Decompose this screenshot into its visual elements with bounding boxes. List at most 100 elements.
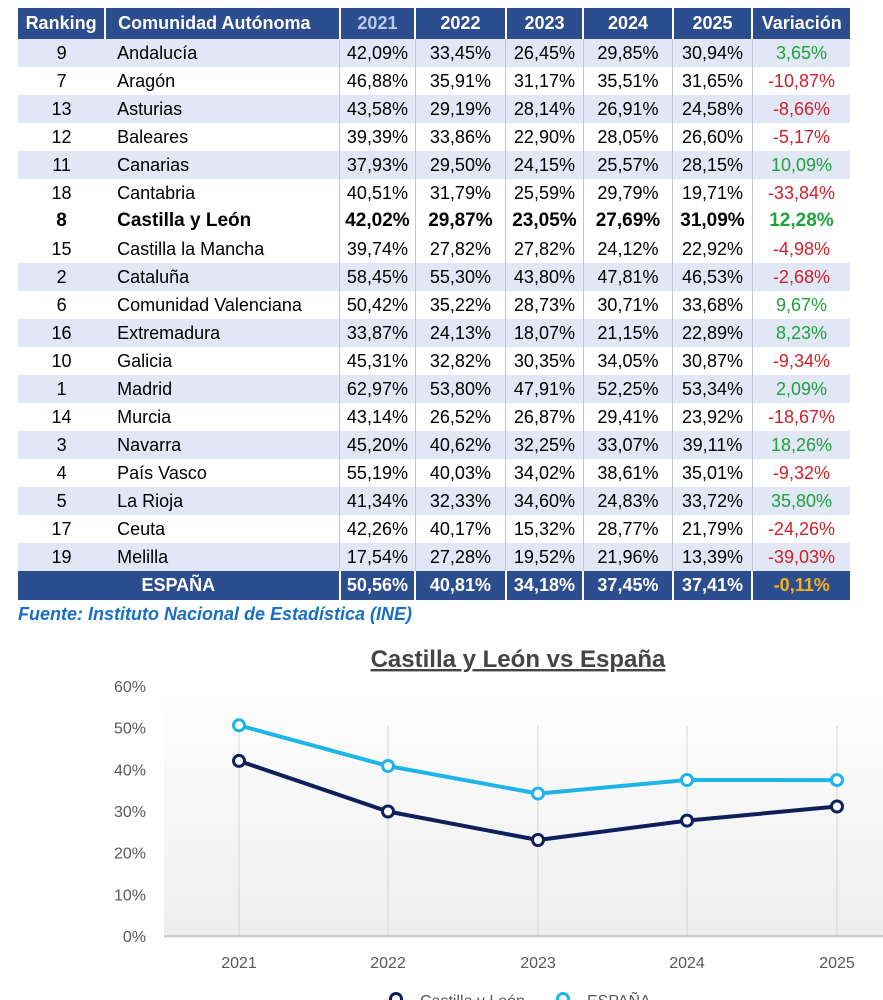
value-cell-2022: 35,91% [414, 67, 506, 95]
value-cell-2025: 31,65% [672, 67, 753, 95]
variacion-cell: -33,84% [751, 179, 850, 207]
value-cell-2021: 41,34% [339, 487, 416, 515]
ranking-cell: 1 [18, 375, 106, 403]
table-row: 12 Baleares 39,39% 33,86% 22,90% 28,05% 26,60%… [18, 123, 850, 151]
variacion-cell: -39,03% [751, 543, 850, 571]
comunidad-cell: Navarra [105, 431, 340, 459]
table-row: 11 Canarias 37,93% 29,50% 24,15% 25,57% 28,15%… [18, 151, 850, 179]
value-cell-2023: 22,90% [505, 123, 584, 151]
data-point [830, 773, 844, 788]
y-tick-label: 50% [114, 721, 146, 738]
value-cell-2021: 43,58% [339, 95, 416, 123]
legend-label: ESPAÑA [587, 990, 651, 1000]
ranking-cell: 8 [18, 207, 106, 235]
y-tick-label: 40% [114, 762, 146, 779]
results-table: Ranking Comunidad Autónoma 2021 2022 202… [18, 8, 850, 600]
value-cell-2023: 23,05% [505, 207, 584, 235]
comunidad-cell: Castilla y León [105, 207, 340, 235]
ranking-cell: 9 [18, 39, 106, 67]
ranking-cell: 18 [18, 179, 106, 207]
comunidad-cell: Castilla la Mancha [105, 235, 340, 263]
table-row: 14 Murcia 43,14% 26,52% 26,87% 29,41% 23,92% -1… [18, 403, 850, 431]
table-row: 1 Madrid 62,97% 53,80% 47,91% 52,25% 53,34% 2,0… [18, 375, 850, 403]
ranking-cell: 16 [18, 319, 106, 347]
value-cell-2025: 39,11% [672, 431, 753, 459]
variacion-cell: -10,87% [751, 67, 850, 95]
value-cell-2022: 35,22% [414, 291, 506, 319]
value-cell-2025: 33,72% [672, 487, 753, 515]
ranking-cell: 4 [18, 459, 106, 487]
data-point [381, 804, 395, 819]
value-cell-2024: 47,81% [582, 263, 673, 291]
table-row: 6 Comunidad Valenciana 50,42% 35,22% 28,73% 3… [18, 291, 850, 319]
legend-label: Castilla y León [420, 993, 525, 1000]
value-cell-2022: 26,52% [414, 403, 506, 431]
table-row: 4 País Vasco 55,19% 40,03% 34,02% 38,61% 35,01… [18, 459, 850, 487]
header-2021: 2021 [339, 8, 417, 39]
value-cell-2021: 43,14% [339, 403, 416, 431]
variacion-cell: 9,67% [751, 291, 850, 319]
variacion-cell: 3,65% [751, 39, 850, 67]
value-cell-2022: 40,62% [414, 431, 506, 459]
value-cell-2022: 29,19% [414, 95, 506, 123]
header-2022: 2022 [415, 8, 507, 39]
legend-marker [556, 992, 570, 1000]
value-cell-2025: 35,01% [672, 459, 753, 487]
value-cell-2021: 46,88% [339, 67, 416, 95]
x-tick-label: 2023 [520, 955, 556, 972]
value-cell-2021: 42,26% [339, 515, 416, 543]
value-cell-2021: 33,87% [339, 319, 416, 347]
value-cell-2024: 34,05% [582, 347, 673, 375]
line-chart: Castilla y León vs España 0% 10% 20% 30% 40%… [114, 646, 883, 1000]
value-cell-2023: 28,14% [505, 95, 584, 123]
value-cell-2023: 19,52% [505, 543, 584, 571]
value-cell-2024: 52,25% [582, 375, 673, 403]
table-row: 13 Asturias 43,58% 29,19% 28,14% 26,91% 24,58%… [18, 95, 850, 123]
value-cell-2024: 26,91% [582, 95, 673, 123]
value-cell-2021: 42,02% [339, 207, 416, 235]
comunidad-cell: Cataluña [105, 263, 340, 291]
value-cell-2024: 27,69% [582, 207, 673, 235]
variacion-cell: -4,98% [751, 235, 850, 263]
value-cell-2023: 26,45% [505, 39, 584, 67]
value-cell-2023: 18,07% [505, 319, 584, 347]
value-cell-2025: 23,92% [672, 403, 753, 431]
total-2022: 40,81% [415, 571, 507, 600]
comunidad-cell: Baleares [105, 123, 340, 151]
table-row: 9 Andalucía 42,09% 33,45% 26,45% 29,85% 30,94%… [18, 39, 850, 67]
comunidad-cell: La Rioja [105, 487, 340, 515]
table-row: 2 Cataluña 58,45% 55,30% 43,80% 47,81% 46,53% -… [18, 263, 850, 291]
table-row: 5 La Rioja 41,34% 32,33% 34,60% 24,83% 33,72% 3… [18, 487, 850, 515]
table-row: 16 Extremadura 33,87% 24,13% 18,07% 21,15% 22,… [18, 319, 850, 347]
value-cell-2024: 24,12% [582, 235, 673, 263]
header-ranking: Ranking [18, 8, 107, 39]
variacion-cell: 35,80% [751, 487, 850, 515]
y-tick-label: 20% [114, 846, 146, 863]
ranking-cell: 11 [18, 151, 106, 179]
variacion-cell: -9,34% [751, 347, 850, 375]
comunidad-cell: Canarias [105, 151, 340, 179]
ranking-cell: 13 [18, 95, 106, 123]
value-cell-2025: 24,58% [672, 95, 753, 123]
value-cell-2024: 38,61% [582, 459, 673, 487]
value-cell-2025: 21,79% [672, 515, 753, 543]
value-cell-2024: 28,77% [582, 515, 673, 543]
value-cell-2025: 46,53% [672, 263, 753, 291]
value-cell-2021: 40,51% [339, 179, 416, 207]
value-cell-2022: 24,13% [414, 319, 506, 347]
table-row: 19 Melilla 17,54% 27,28% 19,52% 21,96% 13,39% -… [18, 543, 850, 571]
source-note: Fuente: Instituto Nacional de Estadístic… [18, 604, 413, 624]
comunidad-cell: Ceuta [105, 515, 340, 543]
value-cell-2025: 33,68% [672, 291, 753, 319]
value-cell-2021: 45,31% [339, 347, 416, 375]
ranking-cell: 7 [18, 67, 106, 95]
value-cell-2024: 21,96% [582, 543, 673, 571]
value-cell-2025: 22,89% [672, 319, 753, 347]
value-cell-2025: 26,60% [672, 123, 753, 151]
ranking-cell: 2 [18, 263, 106, 291]
ranking-cell: 14 [18, 403, 106, 431]
value-cell-2023: 26,87% [505, 403, 584, 431]
total-2023: 34,18% [505, 571, 585, 600]
value-cell-2023: 27,82% [505, 235, 584, 263]
value-cell-2024: 33,07% [582, 431, 673, 459]
